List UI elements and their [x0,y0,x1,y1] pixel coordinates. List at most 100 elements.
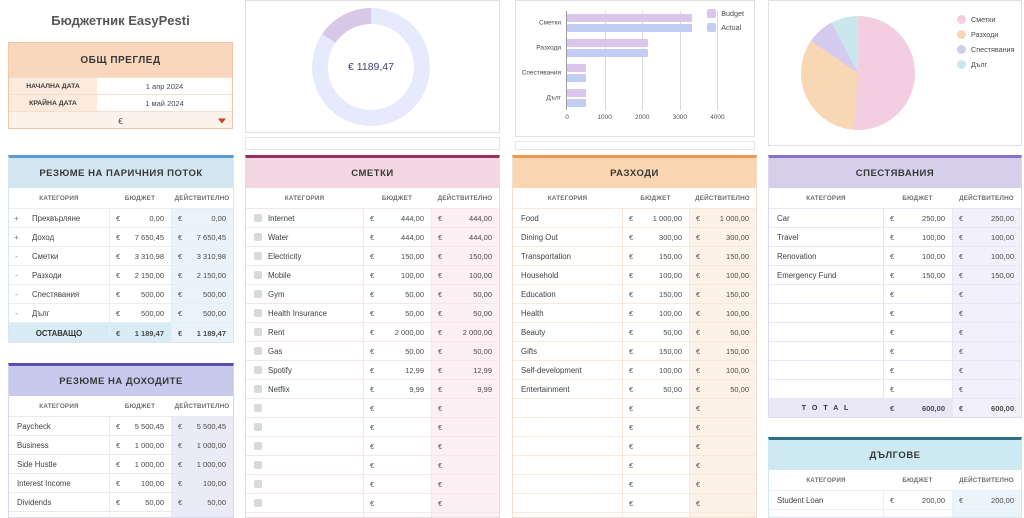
table-row[interactable]: Gym €50,00 €50,00 [246,284,499,303]
amount-cell[interactable]: € [622,494,689,512]
table-row[interactable]: Mobile €100,00 €100,00 [246,265,499,284]
amount-cell[interactable]: €150,00 [952,266,1021,284]
category-cell[interactable] [246,399,363,417]
amount-cell[interactable]: €0,00 [171,209,233,227]
category-cell[interactable]: Дълг [24,304,109,322]
table-row[interactable]: €€ [513,493,756,512]
table-row[interactable]: Education €150,00 €150,00 [513,284,756,303]
amount-cell[interactable]: €200,00 [883,491,952,509]
table-row[interactable]: €€ [9,511,233,517]
category-cell[interactable]: Interest Income [9,474,109,492]
table-row[interactable]: Gifts €150,00 €150,00 [513,341,756,360]
amount-cell[interactable]: €50,00 [431,342,499,360]
table-row[interactable]: €€ [513,398,756,417]
start-date-value[interactable]: 1 апр 2024 [145,81,184,91]
category-cell[interactable] [769,342,883,360]
category-cell[interactable]: Сметки [24,247,109,265]
table-row[interactable]: Student Loan €200,00 €200,00 [769,490,1021,509]
amount-cell[interactable]: €1 189,47 [171,323,233,342]
table-row[interactable]: Rent €2 000,00 €2 000,00 [246,322,499,341]
amount-cell[interactable]: € [431,437,499,455]
amount-cell[interactable]: €100,00 [622,304,689,322]
amount-cell[interactable]: € [431,418,499,436]
allocation-pie-chart[interactable]: Сметки Разходи Спестявания Дълг [768,0,1022,146]
table-row[interactable]: Spotify €12,99 €12,99 [246,360,499,379]
table-row[interactable]: Self-development €100,00 €100,00 [513,360,756,379]
amount-cell[interactable]: € [431,399,499,417]
table-row[interactable]: €€ [769,509,1021,517]
amount-cell[interactable]: € [363,475,431,493]
amount-cell[interactable]: €2 150,00 [109,266,171,284]
category-cell[interactable] [9,512,109,517]
table-row[interactable]: €€ [769,379,1021,398]
category-cell[interactable]: Спестявания [24,285,109,303]
category-cell[interactable]: Health Insurance [246,304,363,322]
table-row[interactable]: Netflix €9,99 €9,99 [246,379,499,398]
table-row[interactable]: Interest Income €100,00 €100,00 [9,473,233,492]
amount-cell[interactable]: €50,00 [171,493,233,511]
table-row[interactable]: Travel €100,00 €100,00 [769,227,1021,246]
amount-cell[interactable]: €50,00 [622,380,689,398]
category-cell[interactable]: Разходи [24,266,109,284]
amount-cell[interactable]: € [689,399,756,417]
category-cell[interactable]: Dining Out [513,228,622,246]
amount-cell[interactable]: €50,00 [363,285,431,303]
amount-cell[interactable]: €50,00 [109,493,171,511]
category-cell[interactable]: Renovation [769,247,883,265]
category-cell[interactable]: Internet [246,209,363,227]
amount-cell[interactable]: €100,00 [622,266,689,284]
amount-cell[interactable]: € [622,418,689,436]
amount-cell[interactable]: €100,00 [363,266,431,284]
amount-cell[interactable]: € [689,456,756,474]
amount-cell[interactable]: €7 650,45 [109,228,171,246]
amount-cell[interactable]: €600,00 [883,399,952,417]
category-cell[interactable] [769,323,883,341]
amount-cell[interactable]: €250,00 [883,209,952,227]
amount-cell[interactable]: €1 000,00 [171,436,233,454]
checkbox[interactable] [254,347,262,355]
table-row[interactable]: Electricity €150,00 €150,00 [246,246,499,265]
amount-cell[interactable]: € [622,399,689,417]
table-row[interactable]: - Разходи €2 150,00 €2 150,00 [9,265,233,284]
table-row[interactable]: Dividends €50,00 €50,00 [9,492,233,511]
amount-cell[interactable]: €150,00 [622,247,689,265]
amount-cell[interactable]: €100,00 [622,361,689,379]
amount-cell[interactable]: €50,00 [363,304,431,322]
amount-cell[interactable]: €500,00 [171,285,233,303]
amount-cell[interactable]: €150,00 [622,342,689,360]
checkbox[interactable] [254,233,262,241]
category-cell[interactable] [769,285,883,303]
amount-cell[interactable]: €9,99 [431,380,499,398]
amount-cell[interactable]: €100,00 [689,304,756,322]
amount-cell[interactable]: €3 310,98 [171,247,233,265]
table-row[interactable]: Health Insurance €50,00 €50,00 [246,303,499,322]
amount-cell[interactable]: € [883,510,952,517]
amount-cell[interactable]: €300,00 [689,228,756,246]
amount-cell[interactable]: €150,00 [363,247,431,265]
amount-cell[interactable]: €444,00 [363,209,431,227]
table-row[interactable]: €€ [769,360,1021,379]
amount-cell[interactable]: €2 150,00 [171,266,233,284]
table-row[interactable]: €€ [246,436,499,455]
amount-cell[interactable]: € [431,494,499,512]
checkbox[interactable] [254,328,262,336]
amount-cell[interactable]: € [109,512,171,517]
remaining-donut-chart[interactable]: € 1189,47 [245,0,500,133]
table-row[interactable]: Household €100,00 €100,00 [513,265,756,284]
amount-cell[interactable]: € [689,494,756,512]
amount-cell[interactable]: €150,00 [689,285,756,303]
amount-cell[interactable]: € [883,285,952,303]
checkbox[interactable] [254,366,262,374]
amount-cell[interactable]: €500,00 [109,304,171,322]
category-cell[interactable]: Side Hustle [9,455,109,473]
table-row[interactable]: Internet €444,00 €444,00 [246,208,499,227]
table-row[interactable]: €€ [246,398,499,417]
checkbox[interactable] [254,385,262,393]
category-cell[interactable] [246,494,363,512]
category-cell[interactable]: Business [9,436,109,454]
amount-cell[interactable]: €50,00 [689,323,756,341]
amount-cell[interactable]: € [952,380,1021,398]
amount-cell[interactable]: €100,00 [689,361,756,379]
amount-cell[interactable]: €100,00 [952,247,1021,265]
category-cell[interactable]: Dividends [9,493,109,511]
